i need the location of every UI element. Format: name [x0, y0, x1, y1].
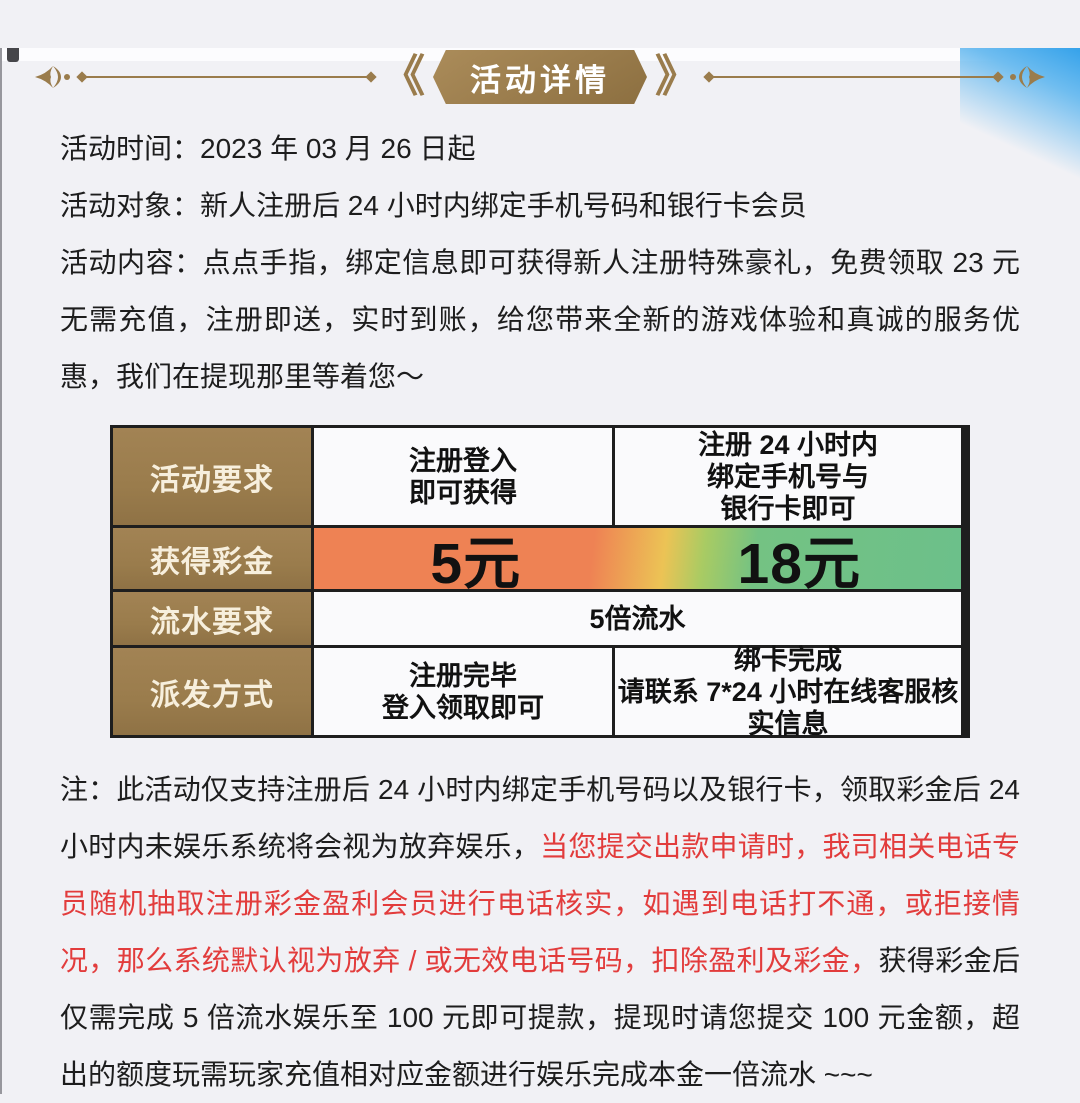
paragraph-activity-time: 活动时间：2023 年 03 月 26 日起 — [60, 133, 476, 164]
paragraph-activity-content: 活动内容：点点手指，绑定信息即可获得新人注册特殊豪礼，免费领取 23 元无需充值… — [60, 247, 1020, 392]
divider-line-right — [707, 76, 1000, 78]
divider-line-left — [80, 76, 373, 78]
chevron-left-icon: 《 — [381, 52, 425, 101]
cell-bind-within-24h: 注册 24 小时内 绑定手机号与 银行卡即可 — [615, 428, 961, 525]
left-edge-line — [0, 48, 2, 1094]
cell-line: 绑定手机号与 — [707, 461, 869, 492]
page-root: { "page": { "background": "#f1f1f5", "ac… — [0, 48, 1080, 1094]
cell-line: 注册 24 小时内 — [697, 429, 879, 460]
section-title: 活动详情 — [470, 62, 610, 98]
bonus-value-5: 5元 — [430, 531, 522, 596]
main-content: 活动时间：2023 年 03 月 26 日起 活动对象：新人注册后 24 小时内… — [60, 120, 1020, 1103]
cell-bind-complete-contact-service: 绑卡完成 请联系 7*24 小时在线客服核实信息 — [615, 645, 961, 739]
cell-line: 注册完毕 — [409, 660, 517, 691]
fleur-ornament-left-icon — [35, 66, 70, 88]
bonus-left-half: 5元 — [314, 518, 638, 600]
row-header-turnover-requirement: 流水要求 — [113, 592, 311, 645]
cell-register-login: 注册登入 即可获得 — [314, 428, 612, 525]
cell-line: 5倍流水 — [589, 603, 686, 634]
cell-line: 即可获得 — [409, 477, 517, 508]
section-divider: 《 活动详情 》 — [34, 48, 1046, 106]
note-part-red-warning: 当您提交出款申请时，我司相关电话专员随机抽取注册彩金盈利会员进行电话核实，如遇到… — [60, 831, 1020, 976]
cell-line: 注册登入 — [409, 445, 517, 476]
cell-line: 绑卡完成 — [734, 644, 842, 675]
cell-line: 银行卡即可 — [720, 493, 856, 524]
promo-table: 活动要求 注册登入 即可获得 注册 24 小时内 绑定手机号与 银行卡即可 获得… — [110, 425, 970, 739]
bonus-right-half: 18元 — [638, 518, 962, 600]
row-header-activity-requirement: 活动要求 — [113, 428, 311, 525]
row-header-distribution-method: 派发方式 — [113, 648, 311, 735]
note-paragraph: 注：此活动仅支持注册后 24 小时内绑定手机号码以及银行卡，领取彩金后 24 小… — [60, 761, 1020, 1103]
chevron-right-icon: 》 — [655, 52, 699, 101]
fleur-ornament-right-icon — [1010, 66, 1045, 88]
cell-bonus-gradient: 5元 18元 — [314, 528, 961, 596]
top-left-notch — [7, 48, 19, 62]
note-part-black-1: 注：此活动仅支持注册后 24 小时内绑定手机号码以及银行卡，领取彩金后 24 小… — [60, 774, 1020, 862]
paragraph-activity-target: 活动对象：新人注册后 24 小时内绑定手机号码和银行卡会员 — [60, 190, 807, 221]
cell-turnover-value: 5倍流水 — [314, 592, 961, 645]
bonus-value-18: 18元 — [737, 531, 861, 596]
cell-line: 登入领取即可 — [382, 692, 544, 723]
cell-line: 请联系 7*24 小时在线客服核实信息 — [617, 676, 959, 739]
section-title-badge: 活动详情 — [433, 50, 647, 104]
row-header-bonus: 获得彩金 — [113, 528, 311, 589]
cell-register-complete: 注册完毕 登入领取即可 — [314, 648, 612, 735]
